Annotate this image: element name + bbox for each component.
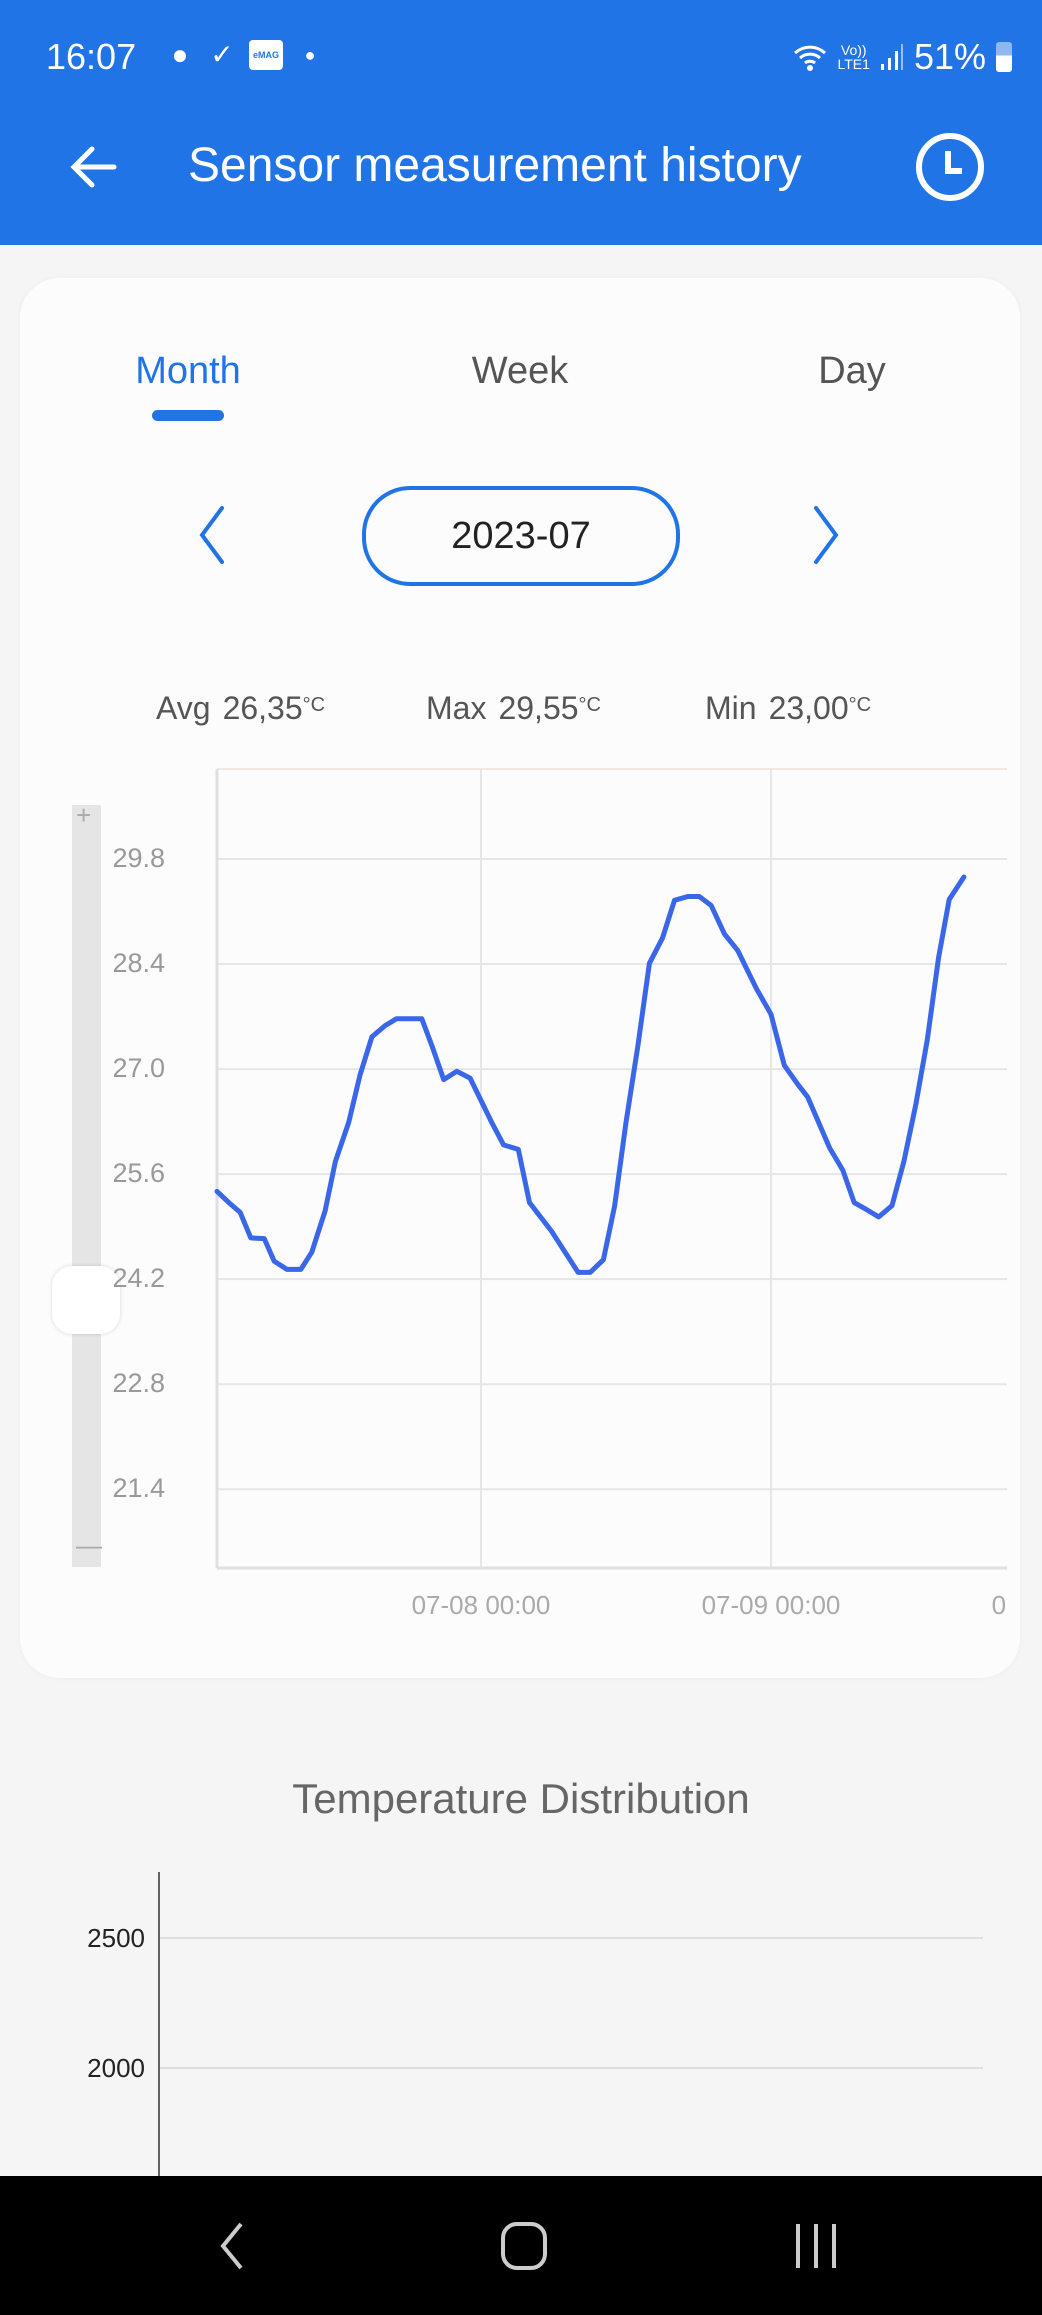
wifi-icon [793,45,826,71]
emag-icon: eMAG [249,40,283,70]
y-tick-label: 29.8 [112,843,165,874]
tab-day[interactable]: Day [818,350,886,392]
tab-week[interactable]: Week [471,350,569,392]
recents-nav-icon[interactable] [790,2218,842,2274]
check-icon: ✓ [210,39,234,70]
volte-icon: Vo)) LTE1 [837,42,870,72]
zoom-slider-thumb[interactable] [52,1266,120,1335]
distribution-title: Temperature Distribution [292,1775,750,1822]
status-time: 16:07 [46,36,137,77]
y-tick-label: 21.4 [112,1473,165,1504]
tab-month[interactable]: Month [135,350,241,392]
clock-icon[interactable] [914,131,986,203]
stat-min: Min 23,00°C [705,690,872,726]
y-tick-label: 22.8 [112,1368,165,1399]
dot-icon: ● [304,45,316,65]
chevron-left-icon[interactable] [190,500,240,570]
signal-icon [880,44,903,70]
back-nav-icon[interactable] [215,2218,249,2274]
page-title: Sensor measurement history [188,139,802,192]
system-nav-bar [0,2176,1042,2315]
y-tick-label: 24.2 [112,1263,165,1294]
y-tick-label: 25.6 [112,1158,165,1189]
stat-avg: Avg 26,35°C [156,690,326,726]
chevron-right-icon[interactable] [798,500,848,570]
x-tick-label: 07-10 00:00 [991,1590,1007,1620]
x-tick-label: 07-09 00:00 [701,1590,841,1620]
battery-percent: 51% [913,36,986,77]
y-tick-label: 27.0 [112,1053,165,1084]
active-tab-indicator [152,410,224,421]
zoom-out-icon[interactable]: — [76,1530,102,1560]
battery-icon [996,42,1012,72]
notification-icons: ● ✓ eMAG ● [165,40,325,70]
y-tick-label: 28.4 [112,948,165,979]
app-header: 16:07 ● ✓ eMAG ● Vo)) LTE1 51% Sensor mea… [0,0,1042,245]
reddit-icon: ● [171,39,189,70]
dist-y-tick-label: 2500 [87,1923,145,1953]
month-selector[interactable]: 2023-07 [362,486,680,586]
system-status: Vo)) LTE1 51% [792,36,1012,78]
home-nav-icon[interactable] [498,2218,550,2274]
dist-y-tick-label: 2000 [87,2053,145,2083]
stat-max: Max 29,55°C [426,690,601,726]
x-tick-label: 07-08 00:00 [411,1590,551,1620]
arrow-left-icon[interactable] [66,140,120,194]
zoom-slider[interactable] [72,805,101,1567]
zoom-in-icon[interactable]: + [76,800,92,830]
